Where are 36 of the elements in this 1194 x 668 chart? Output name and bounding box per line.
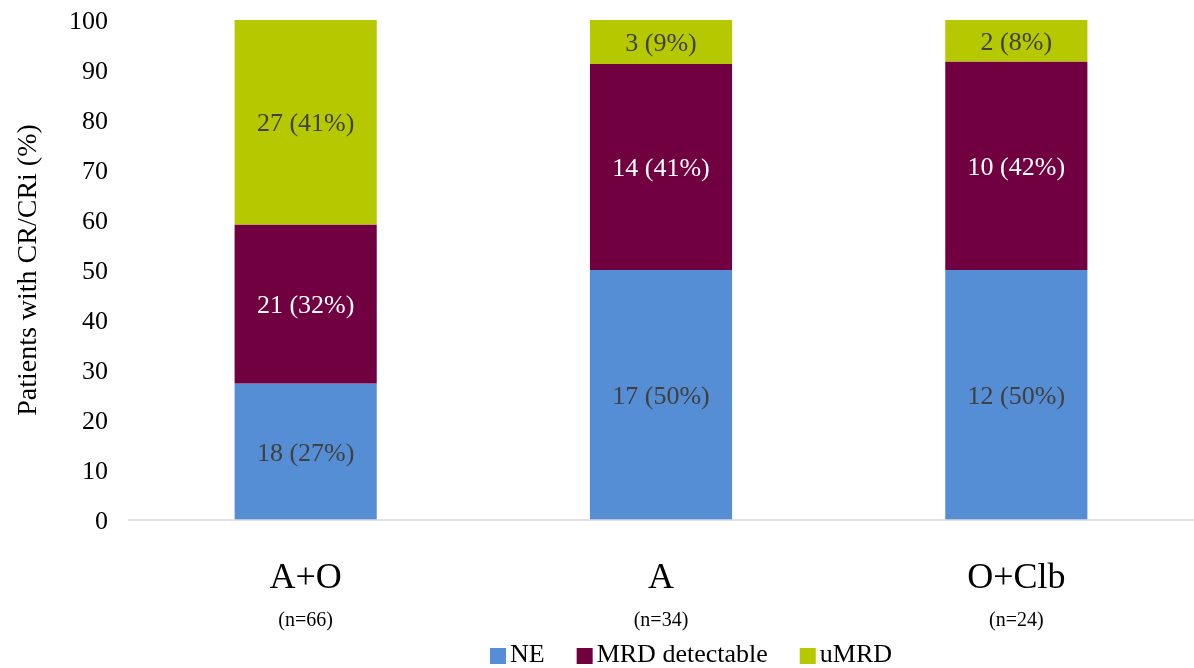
data-label: 3 (9%): [625, 28, 697, 57]
bar: [589, 20, 733, 64]
bar: [234, 224, 377, 384]
data-label: 12 (50%): [967, 381, 1066, 410]
data-label: 14 (41%): [612, 153, 710, 182]
bar: [589, 270, 733, 520]
bar: [945, 61, 1088, 270]
bar: [945, 270, 1088, 520]
y-tick-label: 70: [82, 155, 108, 185]
y-tick-label: 50: [82, 255, 108, 285]
bar: [589, 64, 733, 270]
legend-label: NE: [509, 639, 545, 668]
bar: [234, 20, 377, 225]
bar: [945, 20, 1088, 62]
y-tick-label: 90: [82, 55, 108, 85]
y-tick-label: 100: [69, 5, 108, 35]
x-tick-label: A+O (n=66): [269, 556, 342, 631]
data-label: 27 (41%): [256, 108, 355, 138]
y-tick-label: 10: [82, 455, 108, 485]
y-tick-label: 20: [82, 405, 108, 435]
legend-label: uMRD: [819, 639, 893, 668]
y-tick-label: 80: [82, 105, 108, 135]
y-tick-label: 0: [95, 505, 108, 535]
x-tick-label: O+Clb (n=24): [967, 556, 1066, 631]
y-axis-title: Patients with CR/CRi (%): [11, 124, 42, 416]
y-tick-label: 60: [82, 205, 108, 235]
bar: [234, 383, 377, 520]
data-label: 2 (8%): [980, 26, 1053, 56]
data-label: 21 (32%): [256, 290, 355, 319]
data-label: 18 (27%): [256, 437, 355, 467]
data-label: 17 (50%): [612, 381, 710, 410]
data-label: 10 (42%): [967, 151, 1066, 181]
y-tick-label: 40: [82, 305, 108, 335]
y-tick-label: 30: [82, 355, 108, 385]
x-tick-label: A (n=34): [633, 556, 689, 631]
legend-label: MRD detectable: [596, 639, 768, 668]
